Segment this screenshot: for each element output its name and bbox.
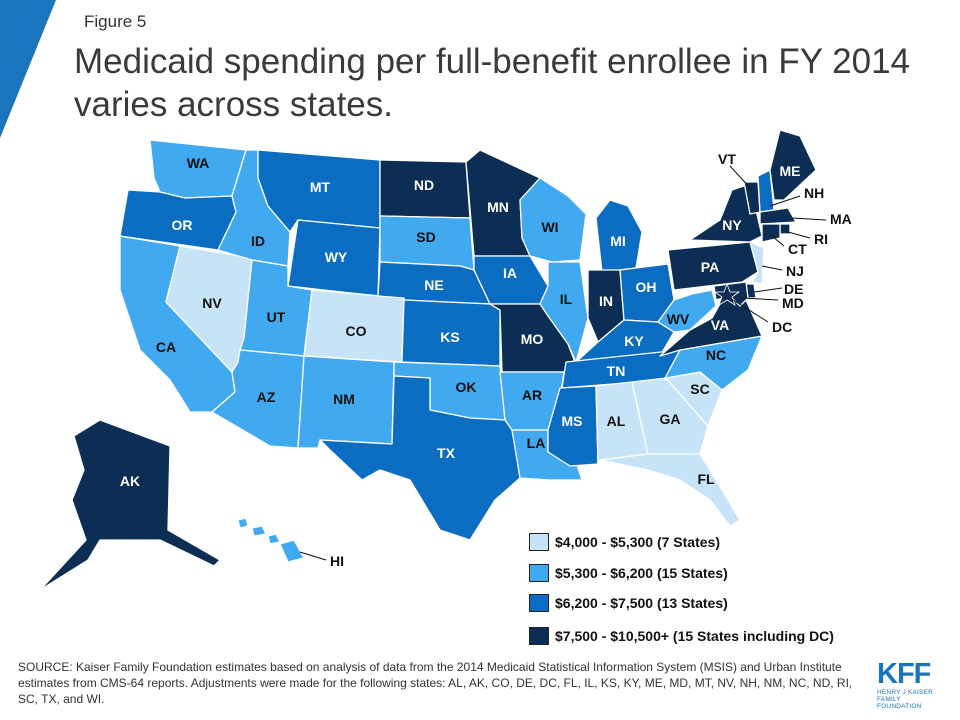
chart-title: Medicaid spending per full-benefit enrol… <box>74 42 911 124</box>
label-ar: AR <box>522 387 542 403</box>
label-wv: WV <box>667 311 690 327</box>
leader-ma <box>791 217 827 221</box>
label-ia: IA <box>503 265 517 281</box>
label-ak: AK <box>120 473 140 489</box>
label-wy: WY <box>325 249 348 265</box>
state-wv[interactable] <box>657 289 717 333</box>
leader-md <box>741 297 779 301</box>
label-ca: CA <box>156 339 176 355</box>
label-or: OR <box>172 217 193 233</box>
label-mn: MN <box>487 199 509 215</box>
label-nc: NC <box>706 347 726 363</box>
label-ne: NE <box>424 277 443 293</box>
label-pa: PA <box>701 259 719 275</box>
legend-item-tier2: $5,300 - $6,200 (15 States) <box>529 563 728 583</box>
figure-label: Figure 5 <box>84 12 147 31</box>
legend-swatch-tier4 <box>529 627 549 645</box>
label-va: VA <box>711 317 729 333</box>
legend-label-tier1: $4,000 - $5,300 (7 States) <box>555 534 720 550</box>
label-ct: CT <box>788 241 807 257</box>
legend-label-tier3: $6,200 - $7,500 (13 States) <box>555 595 728 611</box>
logo-wordmark: KFF <box>877 658 931 690</box>
label-nd: ND <box>414 177 434 193</box>
leader-de <box>753 287 783 293</box>
label-fl: FL <box>697 471 715 487</box>
state-me[interactable] <box>769 129 817 201</box>
label-nj: NJ <box>786 263 804 279</box>
state-il[interactable] <box>539 261 589 363</box>
label-il: IL <box>560 291 573 307</box>
label-sd: SD <box>416 229 435 245</box>
leader-hi <box>299 551 327 561</box>
state-wi[interactable] <box>519 177 587 263</box>
source-note: SOURCE: Kaiser Family Foundation estimat… <box>18 660 853 706</box>
label-mt: MT <box>310 179 331 195</box>
label-dc: DC <box>772 319 792 335</box>
state-ct[interactable] <box>761 223 781 243</box>
state-nj[interactable] <box>749 241 765 285</box>
legend-swatch-tier2 <box>529 564 549 582</box>
state-tx[interactable] <box>319 375 521 541</box>
label-wa: WA <box>187 155 210 171</box>
label-ms: MS <box>562 413 583 429</box>
legend-label-tier4: $7,500 - $10,500+ (15 States including D… <box>555 628 834 644</box>
label-ks: KS <box>440 329 459 345</box>
state-fl[interactable] <box>599 453 741 527</box>
leader-dc <box>729 297 769 323</box>
leader-vt <box>729 165 753 191</box>
corner-accent <box>0 0 56 138</box>
label-ma: MA <box>830 211 852 227</box>
label-mo: MO <box>521 331 544 347</box>
label-hi: HI <box>330 553 344 569</box>
label-ri: RI <box>814 231 828 247</box>
label-me: ME <box>780 163 801 179</box>
leader-nj <box>761 265 783 271</box>
state-pa[interactable] <box>667 241 759 291</box>
label-in: IN <box>599 293 613 309</box>
label-sc: SC <box>690 381 709 397</box>
state-ga[interactable] <box>631 377 709 455</box>
label-la: LA <box>527 435 546 451</box>
label-tx: TX <box>437 445 456 461</box>
kff-logo: KFF HENRY J KAISER FAMILY FOUNDATION <box>877 658 947 711</box>
leader-ct <box>771 235 785 247</box>
label-tn: TN <box>607 363 626 379</box>
label-de: DE <box>784 281 803 297</box>
logo-subtitle-1: HENRY J KAISER <box>877 689 934 696</box>
label-al: AL <box>607 413 626 429</box>
legend-swatch-tier1 <box>529 533 549 551</box>
state-ks[interactable] <box>401 299 501 367</box>
label-oh: OH <box>636 279 657 295</box>
label-vt: VT <box>718 151 736 167</box>
label-wi: WI <box>541 219 558 235</box>
label-ut: UT <box>267 309 286 325</box>
label-co: CO <box>346 323 367 339</box>
label-ny: NY <box>722 217 742 233</box>
label-md: MD <box>782 295 804 311</box>
legend-swatch-tier3 <box>529 594 549 612</box>
label-ky: KY <box>624 333 644 349</box>
label-nh: NH <box>804 185 824 201</box>
legend-label-tier2: $5,300 - $6,200 (15 States) <box>555 565 728 581</box>
label-id: ID <box>251 233 265 249</box>
legend-item-tier1: $4,000 - $5,300 (7 States) <box>529 532 720 552</box>
state-hi[interactable] <box>237 517 305 563</box>
logo-subtitle-2: FAMILY FOUNDATION <box>877 696 922 710</box>
label-nm: NM <box>333 391 355 407</box>
label-nv: NV <box>202 295 222 311</box>
label-az: AZ <box>257 389 276 405</box>
leader-ri <box>787 231 811 239</box>
label-ga: GA <box>660 411 681 427</box>
legend-item-tier3: $6,200 - $7,500 (13 States) <box>529 593 728 613</box>
state-ak[interactable] <box>39 419 221 591</box>
label-mi: MI <box>610 233 626 249</box>
leader-nh <box>769 195 801 207</box>
legend-item-tier4: $7,500 - $10,500+ (15 States including D… <box>529 626 834 646</box>
state-ma[interactable] <box>759 207 797 225</box>
label-ok: OK <box>456 379 477 395</box>
